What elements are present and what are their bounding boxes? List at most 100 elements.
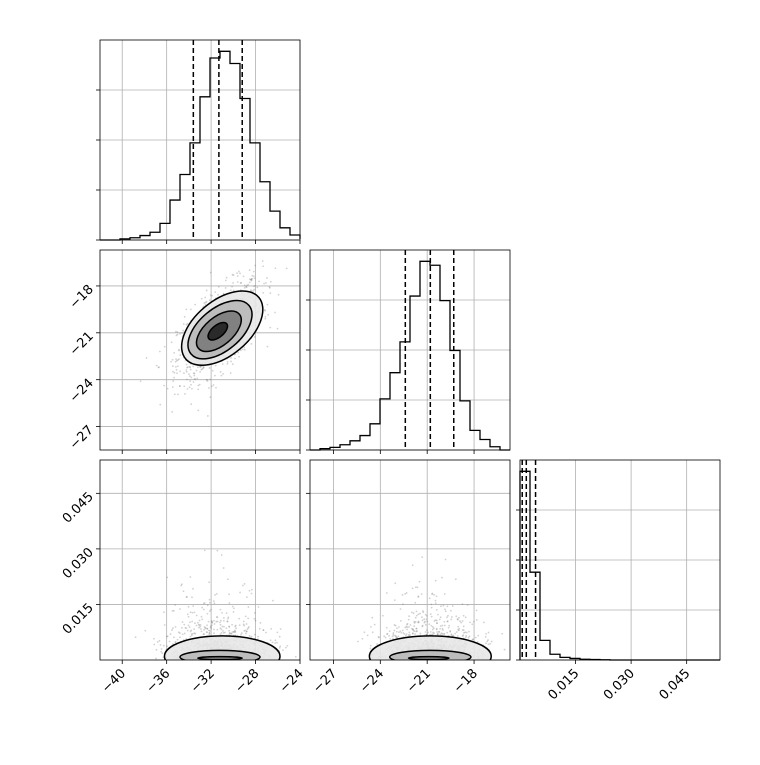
- joint-panel-0-2-sample-point: [228, 626, 231, 628]
- joint-panel-0-2-sample-point: [165, 635, 168, 638]
- xtick-label-p0-1: −36: [143, 666, 173, 696]
- joint-panel-0-1-sample-point: [232, 274, 235, 276]
- joint-panel-1-2-sample-point: [428, 623, 431, 626]
- joint-panel-0-1-sample-point: [231, 363, 234, 366]
- joint-panel-0-1-sample-point: [192, 365, 195, 368]
- joint-panel-0-2-sample-point: [228, 602, 231, 604]
- joint-panel-1-2-sample-point: [459, 620, 461, 623]
- joint-panel-1-2-sample-point: [471, 638, 474, 641]
- joint-panel-1-2-sample-point: [399, 630, 402, 633]
- joint-panel-0-2-sample-point: [193, 628, 196, 631]
- joint-panel-0-2-sample-point: [253, 633, 256, 636]
- joint-panel-0-2-sample-point: [160, 650, 163, 653]
- joint-panel-1-2-sample-point: [443, 620, 446, 623]
- joint-panel-0-1-sample-point: [250, 342, 253, 345]
- joint-panel-0-1-sample-point: [206, 415, 209, 417]
- joint-panel-0-2-sample-point: [155, 657, 157, 660]
- joint-panel-1-2-sample-point: [431, 628, 434, 631]
- joint-panel-0-2-sample-point: [189, 576, 192, 578]
- joint-panel-0-2-sample-point: [222, 617, 225, 619]
- joint-panel-0-1-sample-point: [188, 373, 190, 376]
- joint-panel-0-1-sample-point: [175, 358, 177, 361]
- joint-panel-0-1-sample-point: [171, 410, 174, 413]
- joint-panel-1-2-sample-point: [404, 634, 407, 637]
- joint-panel-1-2-sample-point: [446, 620, 449, 623]
- joint-panel-0-2-sample-point: [276, 631, 279, 634]
- joint-panel-0-2-sample-point: [185, 638, 188, 640]
- joint-panel-1-2-group: [309, 459, 511, 661]
- joint-panel-1-2-sample-point: [392, 632, 395, 634]
- joint-panel-1-2-sample-point: [487, 631, 490, 634]
- joint-panel-0-2-sample-point: [232, 611, 235, 613]
- joint-panel-0-2-sample-point: [221, 611, 223, 614]
- joint-panel-0-2-sample-point: [192, 632, 194, 635]
- joint-panel-0-2-sample-point: [207, 620, 210, 623]
- joint-panel-0-1-sample-point: [269, 280, 272, 283]
- joint-panel-0-1-sample-point: [247, 283, 250, 286]
- joint-panel-0-1-sample-point: [236, 272, 238, 275]
- joint-panel-1-2-sample-point: [398, 631, 400, 634]
- joint-panel-0-1-sample-point: [209, 378, 212, 381]
- joint-panel-0-1-sample-point: [155, 364, 158, 367]
- joint-panel-1-2-sample-point: [416, 630, 418, 632]
- joint-panel-1-2-sample-point: [450, 618, 453, 621]
- joint-panel-0-1-sample-point: [205, 378, 208, 381]
- joint-panel-0-2-sample-point: [203, 628, 205, 631]
- joint-panel-0-1-sample-point: [250, 277, 253, 280]
- joint-panel-0-1-sample-point: [163, 345, 166, 348]
- joint-panel-1-2-sample-point: [434, 579, 437, 582]
- xtick-label-p1-0: −27: [310, 666, 340, 696]
- joint-panel-0-1-sample-point: [212, 384, 215, 386]
- joint-panel-1-2-sample-point: [394, 634, 397, 637]
- joint-panel-1-2-sample-point: [421, 624, 424, 627]
- joint-panel-0-1-sample-point: [195, 369, 198, 372]
- joint-panel-1-2-sample-point: [461, 635, 464, 637]
- joint-panel-1-2-sample-point: [395, 635, 397, 638]
- joint-panel-0-2-sample-point: [174, 604, 177, 606]
- joint-panel-0-2-sample-point: [203, 602, 206, 604]
- joint-panel-0-2-sample-point: [274, 639, 277, 642]
- joint-panel-0-2-sample-point: [190, 629, 193, 632]
- joint-panel-0-1-sample-point: [208, 367, 211, 369]
- joint-panel-0-2-sample-point: [222, 632, 225, 634]
- joint-panel-1-2-sample-point: [439, 627, 441, 630]
- joint-panel-1-2-sample-point: [421, 619, 424, 622]
- joint-panel-0-1-sample-point: [232, 281, 234, 284]
- joint-panel-1-2-sample-point: [415, 610, 418, 613]
- joint-panel-1-2-sample-point: [439, 633, 442, 636]
- joint-panel-0-1-sample-point: [182, 329, 185, 332]
- joint-panel-1-2-sample-point: [472, 638, 475, 641]
- joint-panel-0-2-sample-point: [199, 625, 202, 628]
- joint-panel-0-2-sample-point: [144, 629, 147, 632]
- joint-panel-0-1-sample-point: [243, 284, 246, 287]
- joint-panel-0-2-contour-1: [179, 649, 261, 660]
- joint-panel-0-1-sample-point: [210, 385, 213, 388]
- joint-panel-1-2-sample-point: [423, 621, 426, 624]
- joint-panel-0-2-sample-point: [228, 632, 231, 635]
- joint-panel-0-2-sample-point: [205, 631, 208, 633]
- joint-panel-0-2-sample-point: [262, 629, 265, 632]
- joint-panel-0-2-sample-point: [185, 596, 188, 598]
- joint-panel-0-2-sample-point: [174, 626, 177, 628]
- joint-panel-0-1-sample-point: [173, 371, 176, 374]
- joint-panel-1-2-sample-point: [503, 648, 506, 651]
- joint-panel-0-2-sample-point: [186, 629, 189, 632]
- joint-panel-0-2-sample-point: [220, 628, 223, 631]
- joint-panel-0-1-sample-point: [187, 366, 189, 368]
- joint-panel-1-2-sample-point: [412, 629, 415, 632]
- joint-panel-1-2-sample-point: [429, 613, 432, 616]
- joint-panel-0-2-sample-point: [204, 626, 207, 629]
- joint-panel-1-2-sample-point: [410, 627, 413, 630]
- joint-panel-1-2-sample-point: [436, 633, 439, 636]
- joint-panel-0-1-sample-point: [178, 385, 181, 388]
- joint-panel-0-2-sample-point: [245, 596, 248, 599]
- joint-panel-1-2-sample-point: [417, 596, 420, 598]
- joint-panel-0-1-sample-point: [248, 281, 251, 284]
- joint-panel-0-1-sample-point: [258, 280, 260, 283]
- joint-panel-0-2-sample-point: [210, 624, 213, 627]
- joint-panel-0-2-sample-point: [216, 628, 219, 631]
- hist-panel-2-group: [516, 459, 721, 661]
- hist-panel-1-group: [306, 249, 511, 451]
- joint-panel-0-2-sample-point: [190, 634, 193, 637]
- joint-panel-0-2-sample-point: [176, 638, 179, 641]
